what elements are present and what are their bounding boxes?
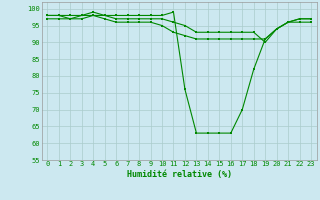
X-axis label: Humidité relative (%): Humidité relative (%): [127, 170, 232, 179]
